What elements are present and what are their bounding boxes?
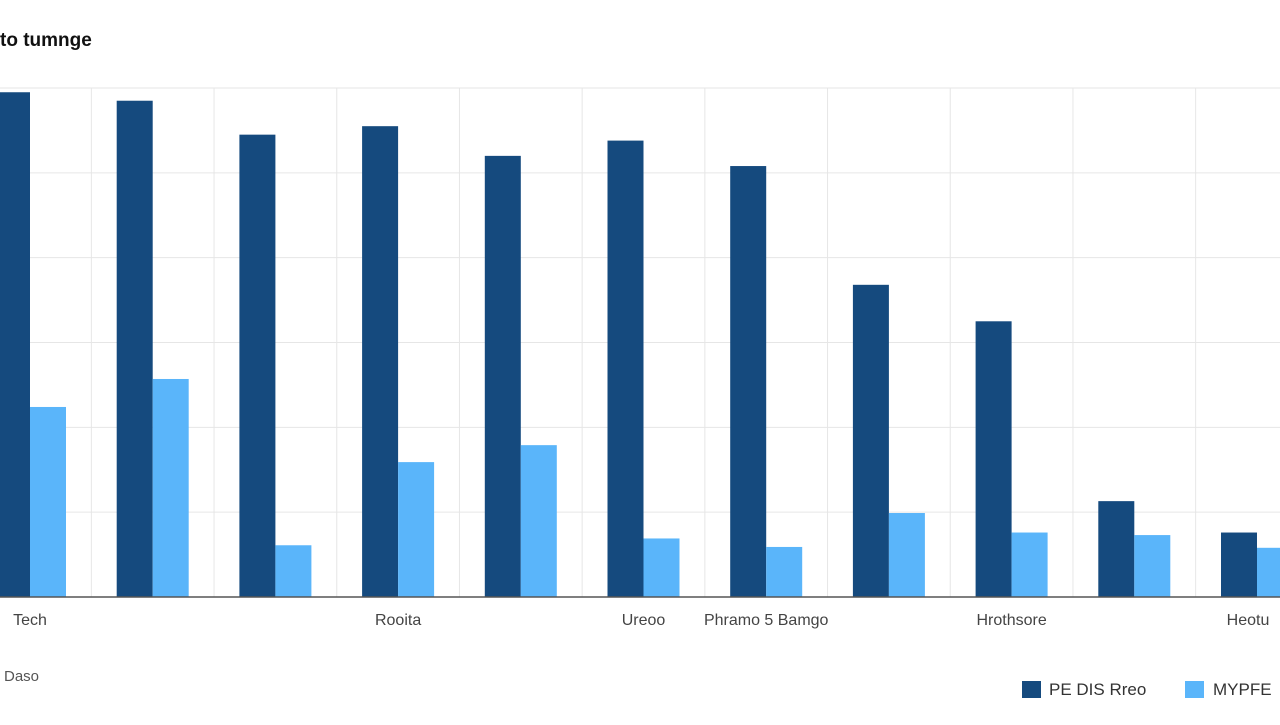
bar-series-2-item-1: [30, 406, 66, 597]
legend-swatch-mypfe: [1185, 681, 1204, 698]
legend-swatch-pe-dis-rreo: [1022, 681, 1041, 698]
category-label: Tech: [13, 612, 47, 629]
bar-series-1-item-11: [1221, 532, 1257, 597]
category-label: Hrothsore: [976, 612, 1046, 629]
legend-label-mypfe: MYPFE: [1213, 680, 1272, 699]
bar-series-1-item-2: [116, 100, 153, 597]
bar-series-1-item-3: [239, 134, 276, 598]
category-label: Ureoo: [622, 612, 666, 629]
bar-series-2-item-10: [1134, 535, 1171, 597]
bar-series-1-item-10: [1098, 501, 1135, 597]
bar-series-1-item-7: [730, 166, 767, 597]
legend-label-pe-dis-rreo: PE DIS Rreo: [1049, 680, 1146, 699]
bar-series-1-item-9: [975, 321, 1012, 597]
bar-series-2-item-4: [398, 462, 435, 597]
bar-series-2-item-6: [643, 538, 680, 597]
bar-series-2-item-11: [1257, 547, 1280, 597]
bar-series-2-item-8: [888, 513, 925, 597]
bar-series-1-item-8: [852, 284, 889, 597]
chart-title: to tumnge: [0, 30, 92, 51]
bar-series-1-item-6: [607, 140, 644, 597]
bar-series-1-item-4: [362, 126, 399, 598]
category-label: Heotu: [1227, 612, 1270, 629]
bar-series-1-item-1: [0, 92, 30, 597]
bar-series-2-item-7: [766, 546, 803, 597]
legend: PE DIS Rreo MYPFE: [1022, 680, 1272, 699]
bar-series-1-item-5: [484, 155, 521, 597]
x-axis-label: Daso: [4, 668, 39, 685]
category-label: Phramo 5 Bamgo: [704, 612, 829, 629]
bar-series-2-item-5: [520, 445, 557, 597]
category-label: Rooita: [375, 612, 421, 629]
bar-series-2-item-9: [1011, 532, 1048, 597]
bar-series-2-item-3: [275, 545, 312, 597]
category-labels: Tech Rooita Ureoo Phramo 5 Bamgo Hrothsore He…: [13, 612, 1269, 629]
bar-series-2-item-2: [152, 378, 189, 597]
bars: [0, 92, 1280, 598]
